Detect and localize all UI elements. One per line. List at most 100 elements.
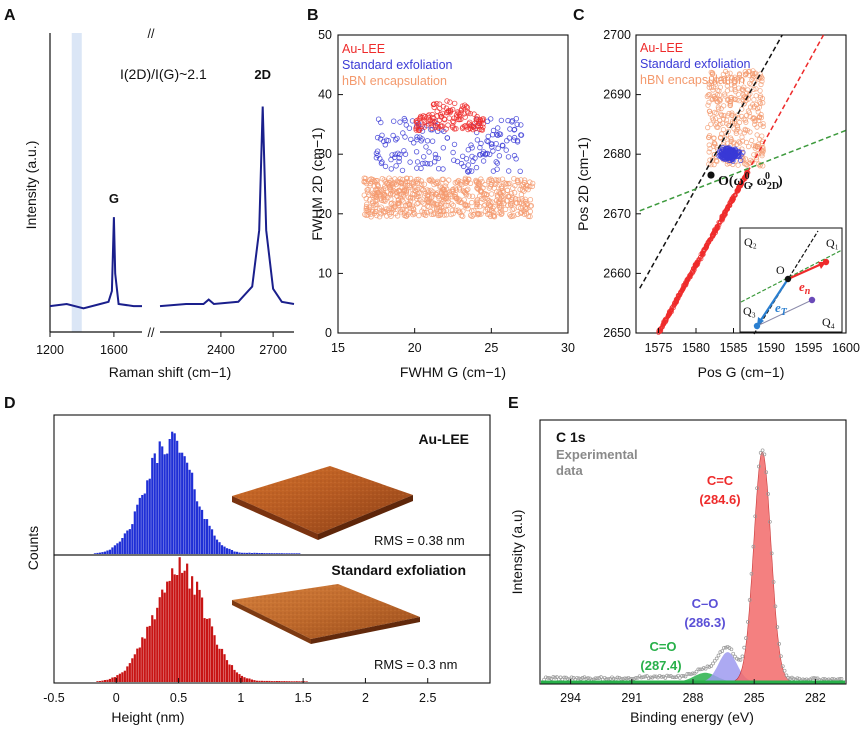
- b-point-0: [432, 124, 439, 130]
- b-point-1: [495, 132, 501, 138]
- b-point-2: [443, 202, 449, 209]
- d-hist-bar: [233, 669, 236, 682]
- e-data-point: [738, 658, 743, 662]
- c-point-hbn: [706, 99, 712, 105]
- d-afm-front-right: [318, 495, 413, 540]
- b-point-0: [437, 111, 444, 118]
- b-point-2: [382, 198, 388, 204]
- b-point-2: [527, 179, 533, 185]
- b-point-2: [392, 176, 398, 182]
- c-point-hbn: [727, 99, 733, 105]
- c-inset-en-sub: n: [805, 286, 811, 297]
- d-label-standard: Standard exfoliation: [331, 562, 466, 578]
- c-point-hbn: [753, 86, 759, 92]
- b-point-1: [431, 159, 438, 165]
- b-point-2: [407, 198, 414, 204]
- b-point-2: [453, 207, 459, 213]
- d-hist-bar: [158, 597, 161, 682]
- b-point-1: [391, 118, 397, 124]
- e-data-point: [621, 676, 625, 681]
- d-hist-bar: [178, 557, 181, 682]
- c-point-au-lee: [725, 206, 731, 212]
- d-hist-bar: [166, 453, 169, 554]
- d-hist-bar: [116, 543, 119, 554]
- b-point-2: [443, 180, 449, 186]
- c-point-hbn: [754, 124, 760, 130]
- b-point-2: [485, 211, 491, 217]
- d-hist-bar: [200, 509, 204, 554]
- e-data-point: [683, 674, 688, 679]
- b-point-1: [493, 140, 499, 147]
- d-hist-bar: [148, 478, 151, 554]
- d-hist-bar: [218, 542, 221, 554]
- b-point-1: [399, 167, 406, 174]
- e-data-point: [577, 676, 581, 681]
- c-ticks: 1575 1580 1585 1590 1595 1600 2650 2660 2670 2680…: [603, 28, 860, 355]
- c-point-hbn: [717, 121, 723, 127]
- e-data-point: [780, 664, 785, 669]
- e-data-point: [837, 677, 842, 681]
- d-hist-bar: [208, 525, 211, 554]
- c-point-au-lee: [741, 176, 746, 182]
- e-data-point: [639, 675, 644, 680]
- c-point-hbn: [711, 143, 717, 149]
- c-point-hbn: [739, 77, 745, 83]
- d-hist-bar: [215, 539, 219, 554]
- b-point-2: [384, 181, 390, 187]
- c-x-axis-label: Pos G (cm−1): [698, 364, 785, 380]
- c-point-hbn: [724, 121, 730, 127]
- b-point-2: [441, 212, 447, 218]
- b-point-1: [411, 140, 417, 146]
- c-line-green: [639, 129, 847, 212]
- b-scatter-points: [361, 98, 536, 220]
- c-point-hbn: [706, 134, 712, 140]
- b-point-0: [447, 109, 453, 116]
- c-point-hbn: [715, 104, 721, 110]
- b-point-2: [519, 196, 525, 202]
- d-hist-bar: [111, 547, 114, 554]
- e-experimental-points: [542, 448, 844, 683]
- b-point-2: [518, 205, 524, 211]
- b-x-tick-label: 25: [484, 341, 498, 355]
- b-x-tick-label: 30: [561, 341, 575, 355]
- b-point-2: [507, 212, 513, 218]
- b-point-2: [448, 201, 455, 207]
- panel-letter-a: A: [4, 7, 16, 24]
- b-point-2: [421, 205, 427, 212]
- b-point-1: [506, 135, 513, 141]
- b-point-2: [443, 207, 450, 214]
- c-point-hbn: [753, 157, 760, 163]
- b-point-1: [507, 126, 513, 132]
- b-point-2: [373, 208, 379, 215]
- e-data-point: [645, 674, 649, 678]
- d-hist-bar: [213, 635, 216, 682]
- d-afm-top-grain: [232, 466, 413, 534]
- c-point-au-lee: [716, 220, 722, 226]
- c-point-standard: [727, 151, 733, 157]
- c-point-hbn: [750, 70, 756, 77]
- c-point-standard: [740, 149, 746, 155]
- d-label-au-lee: Au-LEE: [418, 431, 469, 447]
- b-point-1: [418, 165, 424, 172]
- b-point-2: [494, 194, 501, 200]
- b-point-2: [511, 175, 517, 182]
- b-point-2: [430, 178, 436, 184]
- d-hist-bar: [113, 677, 116, 682]
- b-point-2: [499, 210, 505, 217]
- e-data-point: [667, 674, 671, 679]
- b-point-1: [458, 160, 465, 167]
- c-point-hbn: [727, 135, 734, 141]
- d-hist-bar: [153, 453, 156, 554]
- b-point-2: [471, 207, 477, 214]
- e-peak-cc-pos: (284.6): [699, 492, 740, 507]
- c-point-hbn: [724, 83, 730, 89]
- b-point-1: [413, 149, 420, 155]
- d-hist-bar: [205, 519, 209, 554]
- c-origin-label: O(ωG0, ω2D0): [718, 171, 783, 192]
- b-point-0: [417, 113, 424, 120]
- d-hist-bar: [290, 681, 293, 682]
- c-point-hbn: [760, 121, 766, 127]
- b-point-2: [452, 179, 458, 186]
- d-hist-bar: [203, 519, 206, 554]
- c-point-hbn: [743, 95, 749, 101]
